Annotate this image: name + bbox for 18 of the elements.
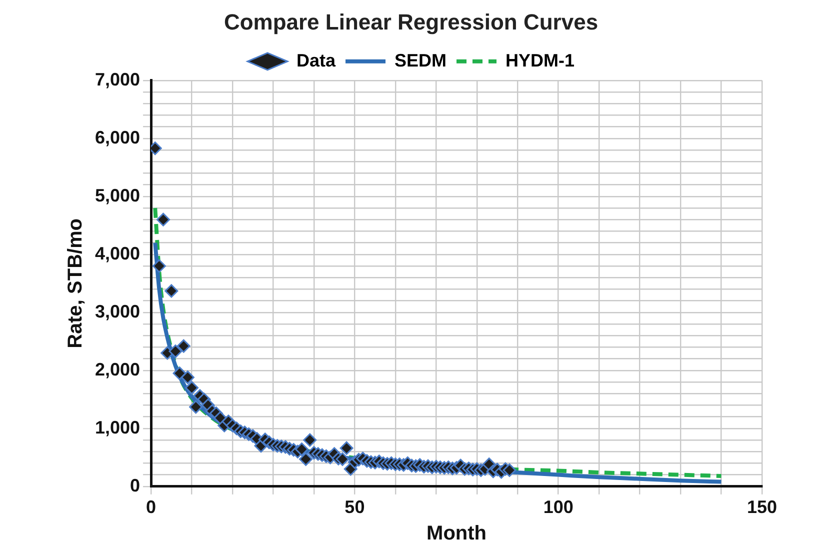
legend-label: Data [296, 50, 336, 70]
x-tick-label: 50 [344, 497, 365, 518]
y-axis-title: Rate, STB/mo [64, 218, 87, 348]
y-tick-label: 4,000 [94, 243, 140, 264]
y-tick-label: 0 [130, 475, 140, 496]
y-tick-label: 6,000 [94, 127, 140, 148]
y-tick-label: 5,000 [94, 185, 140, 206]
x-tick-label: 150 [746, 497, 778, 518]
x-axis-title: Month [426, 522, 487, 545]
x-tick-label: 100 [543, 497, 574, 518]
legend-label: HYDM-1 [506, 50, 575, 70]
x-tick-label: 0 [146, 497, 156, 518]
y-tick-label: 7,000 [94, 69, 140, 90]
legend-label: SEDM [394, 50, 447, 70]
chart-title: Compare Linear Regression Curves [224, 9, 598, 34]
y-tick-label: 2,000 [94, 359, 140, 380]
y-tick-label: 3,000 [94, 301, 140, 322]
y-tick-label: 1,000 [94, 417, 140, 438]
